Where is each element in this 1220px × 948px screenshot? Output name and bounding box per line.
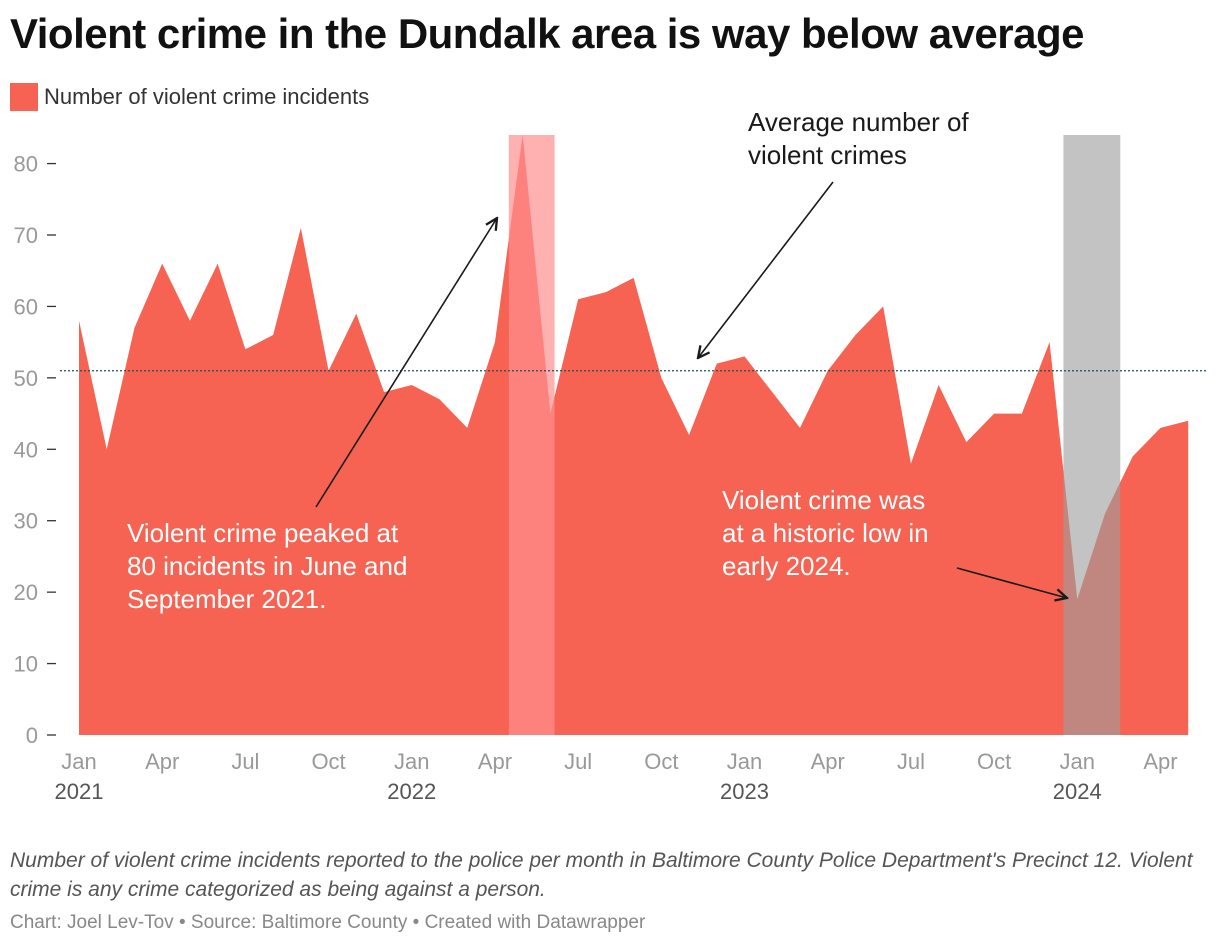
x-tick-label: Oct xyxy=(977,749,1011,774)
y-tick-label: 70 xyxy=(14,223,38,248)
annotation-line: early 2024. xyxy=(722,551,851,581)
x-tick-label: Jul xyxy=(897,749,925,774)
y-tick-label: 30 xyxy=(14,509,38,534)
annotation-line: 80 incidents in June and xyxy=(127,551,407,581)
y-tick-label: 40 xyxy=(14,437,38,462)
average-arrow xyxy=(698,181,834,358)
highlight-band xyxy=(508,135,555,735)
legend: Number of violent crime incidents xyxy=(10,82,369,112)
y-tick-label: 60 xyxy=(14,294,38,319)
annotation-text: Violent crime was at a historic low in ear… xyxy=(722,485,929,581)
x-tick-label: Jan xyxy=(1060,749,1095,774)
x-tick-label: Apr xyxy=(811,749,845,774)
legend-swatch xyxy=(10,83,38,111)
annotation-text: Average number of violent crimes xyxy=(748,107,969,170)
annotation-line: September 2021. xyxy=(127,584,326,614)
x-tick-label: Oct xyxy=(311,749,345,774)
x-tick-label: Jan xyxy=(727,749,762,774)
x-tick-label: Apr xyxy=(1143,749,1177,774)
annotation-line: Violent crime was xyxy=(722,485,925,515)
x-axis: Jan 2021 Apr Jul Oct Jan 2022 Apr Jul Oct Jan 2023 A… xyxy=(55,749,1178,804)
y-tick-label: 20 xyxy=(14,580,38,605)
low-arrow xyxy=(956,567,1067,598)
annotation-line: violent crimes xyxy=(748,140,907,170)
annotation-line: Average number of xyxy=(748,107,969,137)
y-tick-label: 80 xyxy=(14,152,38,177)
x-year-label: 2022 xyxy=(387,779,436,804)
chart-notes: Number of violent crime incidents report… xyxy=(10,849,1193,901)
x-tick-label: Jul xyxy=(564,749,592,774)
y-tick-label: 50 xyxy=(14,366,38,391)
peak-arrow xyxy=(315,218,497,508)
highlight-ranges xyxy=(508,135,1121,735)
annotation-line: Violent crime peaked at xyxy=(127,518,399,548)
x-year-label: 2023 xyxy=(720,779,769,804)
annotation-line: at a historic low in xyxy=(722,518,929,548)
chart-credits: Chart: Joel Lev-Tov • Source: Baltimore … xyxy=(10,912,646,933)
y-tick-label: 0 xyxy=(26,723,38,748)
highlight-band xyxy=(1063,135,1121,735)
x-tick-label: Oct xyxy=(644,749,678,774)
legend-label: Number of violent crime incidents xyxy=(44,84,370,109)
y-tick-label: 10 xyxy=(14,652,38,677)
x-year-label: 2021 xyxy=(55,779,104,804)
x-tick-label: Jan xyxy=(394,749,429,774)
x-tick-label: Jul xyxy=(231,749,259,774)
x-tick-label: Apr xyxy=(145,749,179,774)
chart-title: Violent crime in the Dundalk area is way… xyxy=(10,10,1084,57)
x-year-label: 2024 xyxy=(1053,779,1102,804)
plot-area xyxy=(78,134,1189,735)
data-area xyxy=(79,135,1189,735)
x-tick-label: Jan xyxy=(61,749,96,774)
x-tick-label: Apr xyxy=(478,749,512,774)
annotation-text: Violent crime peaked at 80 incidents in J… xyxy=(127,518,407,614)
y-axis: 0 10 20 30 40 50 60 70 80 xyxy=(14,152,56,748)
annotations: Violent crime peaked at 80 incidents in J… xyxy=(127,107,1067,614)
area-chart: 0 10 20 30 40 50 60 70 80 Jan 2021 Apr Jul Oct Jan 202… xyxy=(14,107,1208,804)
